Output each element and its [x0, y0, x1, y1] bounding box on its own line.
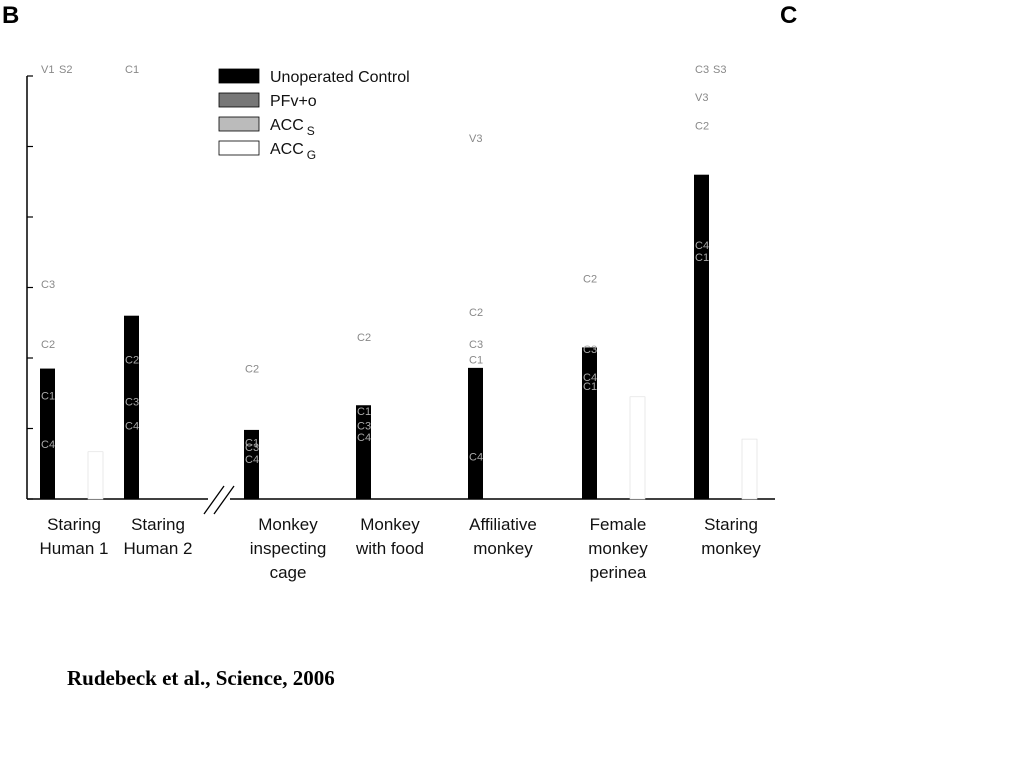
bar: [244, 429, 259, 499]
category-label: Staring Human 1: [40, 515, 109, 558]
legend-label: ACC S: [270, 117, 315, 138]
legend-swatch: [218, 116, 260, 132]
case-label: C3: [469, 339, 483, 351]
legend-label: PFv+o: [270, 93, 317, 110]
case-label: C1: [469, 354, 483, 366]
bar: [629, 396, 646, 500]
category-label: Monkey with food: [355, 515, 424, 558]
category-label: Female monkey perinea: [588, 515, 648, 582]
case-label: C3: [583, 344, 597, 356]
case-label: C2: [245, 364, 259, 376]
case-label: C2: [41, 339, 55, 351]
category-label: Staring Human 2: [124, 515, 193, 558]
legend-swatch: [218, 92, 260, 108]
case-label: C3: [695, 64, 709, 76]
case-label: C4: [125, 421, 139, 433]
case-label: C4: [245, 454, 259, 466]
case-label: C4: [469, 452, 483, 464]
case-label: C2: [357, 332, 371, 344]
bar: [468, 367, 483, 499]
case-label: C1: [583, 381, 597, 393]
case-label: V1: [41, 64, 54, 76]
panel-label-b: B: [2, 2, 20, 29]
case-label: C2: [469, 307, 483, 319]
category-labels: Staring Human 1 Staring Human 2 Monkey inspec…: [40, 515, 762, 582]
bar: [40, 368, 55, 499]
case-label: V3: [695, 92, 708, 104]
legend-label: Unoperated Control: [270, 69, 410, 86]
case-label: C2: [125, 354, 139, 366]
category-label: Staring monkey: [701, 515, 761, 558]
legend-swatch: [218, 68, 260, 84]
case-label: C1: [357, 406, 371, 418]
axes: [26, 75, 775, 515]
annotations: V1 S2 C1C3C2C1C4C2C3C4C2C1C3C4C2C1C3C4V3C2…: [41, 64, 726, 466]
bar: [124, 315, 139, 499]
bar: [356, 405, 371, 499]
case-label: C1: [41, 390, 55, 402]
case-label: C4: [41, 439, 55, 451]
legend-label: ACC G: [270, 141, 316, 162]
case-label: C4: [357, 432, 371, 444]
bar: [87, 451, 104, 500]
case-label: V3: [469, 133, 482, 145]
case-label: C1: [125, 64, 139, 76]
case-label: C2: [583, 273, 597, 285]
case-label: C2: [695, 120, 709, 132]
category-label: Monkey inspecting cage: [250, 515, 327, 582]
case-label: C3: [245, 442, 259, 454]
category-label: Affiliative monkey: [469, 515, 537, 558]
axis-break-mark: [213, 485, 235, 515]
case-label: C3: [357, 421, 371, 433]
case-label: C4: [583, 372, 597, 384]
case-label: C1: [245, 438, 259, 450]
bar: [694, 174, 709, 499]
case-label: C3: [41, 279, 55, 291]
case-label: C4: [695, 240, 709, 252]
citation: Rudebeck et al., Science, 2006: [67, 666, 335, 690]
panel-label-c: C: [780, 2, 798, 29]
bar: [741, 438, 758, 500]
case-label: S2: [59, 64, 72, 76]
legend: Unoperated Control PFv+o ACC S ACC G: [218, 68, 410, 162]
legend-swatch: [218, 140, 260, 156]
case-label: S3: [713, 64, 726, 76]
bar: [582, 347, 597, 499]
axis-break-mark: [203, 485, 225, 515]
bars: [40, 174, 758, 500]
case-label: C3: [125, 397, 139, 409]
case-label: C1: [695, 252, 709, 264]
